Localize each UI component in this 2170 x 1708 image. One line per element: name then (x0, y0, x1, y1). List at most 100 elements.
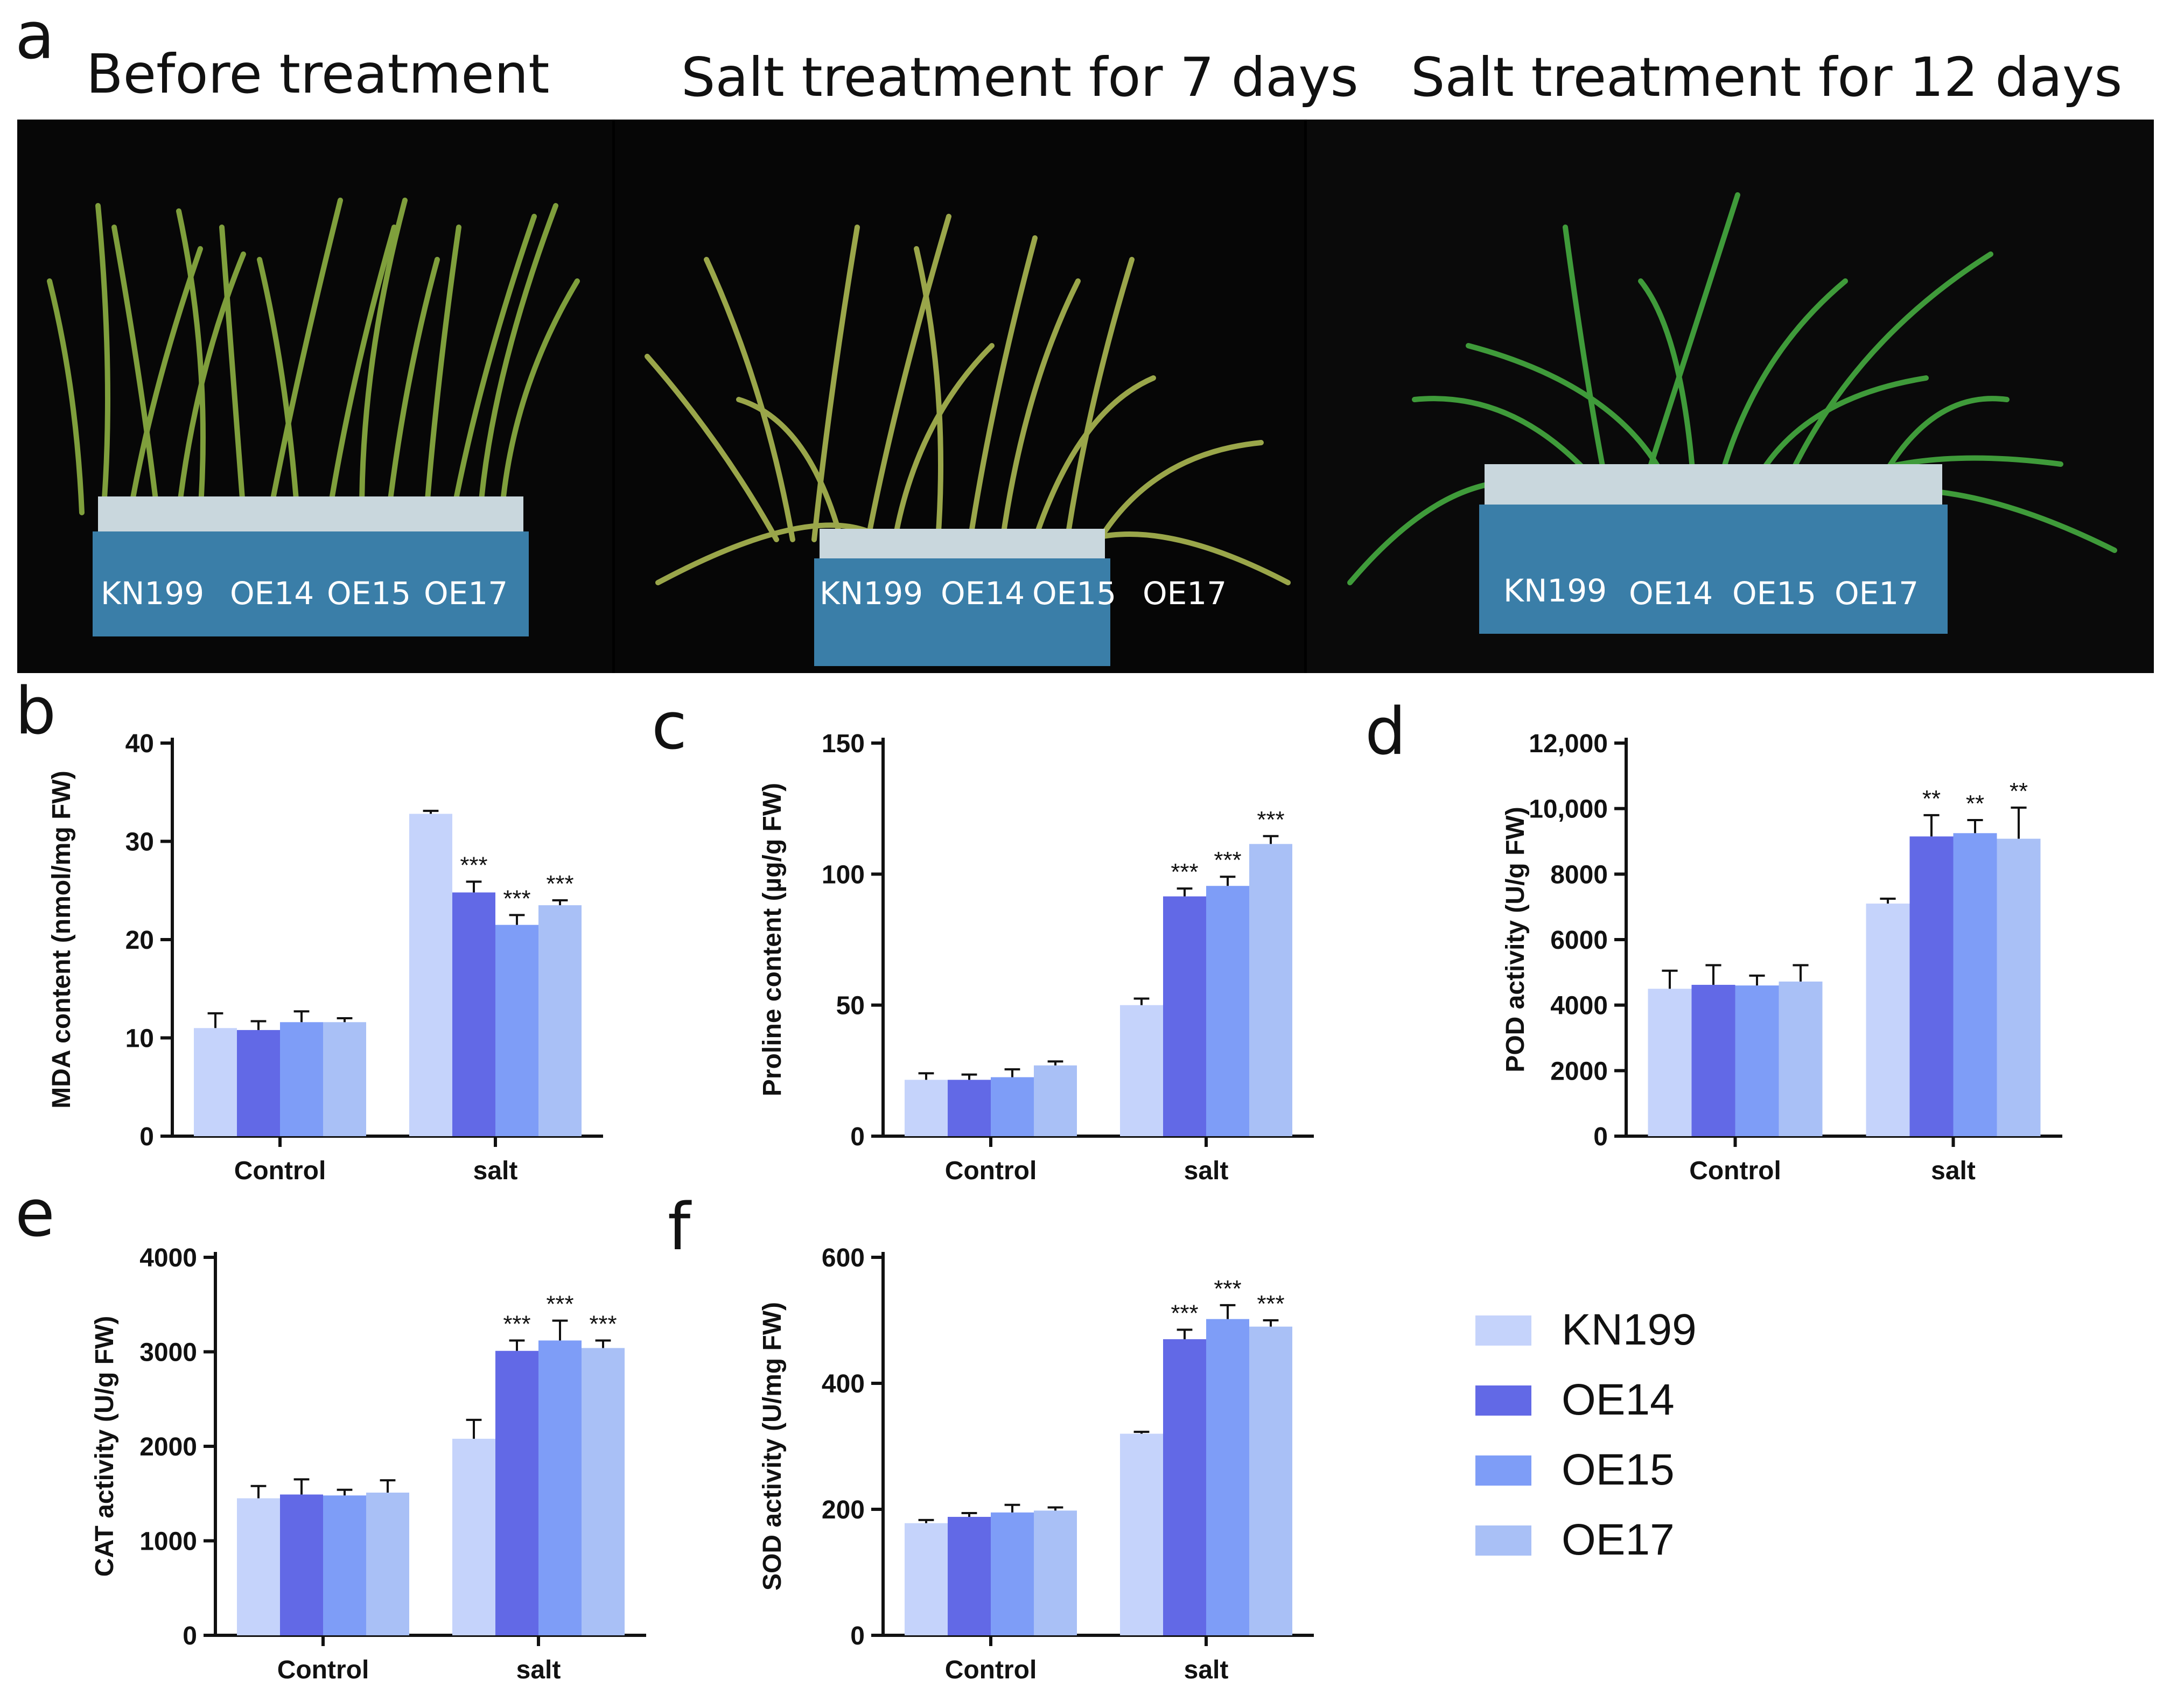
chart-e-oe17-salt-sig-label: *** (589, 1311, 617, 1337)
legend-swatch-oe14 (1475, 1385, 1531, 1416)
chart-b-oe14-control-bar (237, 1030, 280, 1136)
chart-c-xtick-label-salt: salt (1184, 1157, 1229, 1185)
panel-letter-b: b (15, 674, 57, 749)
photo-strip: KN199 OE14 OE15 OE17 KN199 OE14 (17, 120, 2154, 673)
chart-e-ytick-label-2: 2000 (139, 1433, 197, 1461)
chart-sod-svg: SOD activity (U/mg FW) 0 200 400 600 Control s… (758, 1244, 1314, 1684)
photo-2-label-kn199: KN199 (820, 575, 923, 612)
chart-f-xtick-label-control: Control (945, 1656, 1037, 1684)
chart-d-oe15-control-bar (1735, 985, 1779, 1136)
chart-e-oe17-salt-bar (582, 1348, 625, 1635)
legend-label-oe14: OE14 (1562, 1375, 1675, 1424)
chart-c-oe14-salt-sig-label: *** (1171, 859, 1198, 885)
photo-title-7-days: Salt treatment for 7 days (681, 46, 1359, 109)
chart-e-xtick-label-control: Control (277, 1656, 369, 1684)
chart-c-ytick-label-0: 0 (850, 1123, 865, 1151)
photo-1-label-oe14: OE14 (230, 575, 314, 612)
chart-c-oe14-control-bar (948, 1080, 991, 1136)
chart-c-ytick-label-3: 150 (822, 730, 865, 758)
chart-f-oe17-salt-bar (1249, 1326, 1292, 1635)
legend-swatch-oe15 (1475, 1455, 1531, 1486)
chart-b-ytick-label-4: 40 (125, 730, 154, 758)
chart-f-xtick-label-salt: salt (1184, 1656, 1229, 1684)
chart-b-ytick-label-3: 30 (125, 828, 154, 857)
chart-d-oe15-salt-bar (1953, 833, 1997, 1136)
chart-cat: CAT activity (U/g FW) 0 1000 2000 3000 4000 Co… (43, 1214, 657, 1705)
chart-f-ytick-label-2: 400 (822, 1370, 865, 1398)
chart-f-oe14-salt-sig-label: *** (1171, 1300, 1198, 1327)
chart-c-kn199-salt-bar (1120, 1005, 1163, 1136)
chart-e-ylabel: CAT activity (U/g FW) (90, 1316, 119, 1577)
photo-1-label-oe15: OE15 (327, 575, 411, 612)
chart-proline: Proline content (µg/g FW) 0 50 100 150 Contro… (711, 700, 1325, 1206)
chart-b-oe15-salt-bar (495, 925, 538, 1136)
photo-salt-12-days: KN199 OE14 OE15 OE17 (1307, 120, 2154, 673)
photo-2-label-oe15: OE15 (1032, 575, 1116, 612)
chart-c-oe14-salt-bar (1163, 896, 1206, 1136)
chart-f-ytick-label-1: 200 (822, 1496, 865, 1524)
panel-letter-d: d (1365, 695, 1406, 769)
chart-c-oe17-salt-sig-label: *** (1257, 807, 1284, 833)
chart-f-oe14-control-bar (948, 1517, 991, 1635)
chart-e-kn199-salt-bar (452, 1438, 495, 1635)
chart-c-ytick-label-1: 50 (836, 992, 865, 1020)
chart-f-oe14-salt-bar (1163, 1339, 1206, 1635)
chart-c-oe15-salt-sig-label: *** (1214, 847, 1241, 873)
legend-label-oe15: OE15 (1562, 1445, 1675, 1494)
photo-3-label-kn199: KN199 (1503, 572, 1607, 609)
legend-label-kn199: KN199 (1562, 1305, 1697, 1354)
chart-f-oe15-salt-bar (1206, 1319, 1249, 1635)
chart-e-oe14-salt-bar (495, 1350, 538, 1635)
chart-e-oe15-salt-bar (538, 1340, 582, 1635)
chart-b-oe14-salt-bar (452, 892, 495, 1136)
chart-b-ytick-label-2: 20 (125, 926, 154, 955)
chart-c-oe15-salt-bar (1206, 886, 1249, 1136)
photo-salt-7-days: KN199 OE14 OE15 OE17 (615, 120, 1304, 673)
photo-3-label-oe14: OE14 (1629, 575, 1713, 612)
chart-c-xtick-label-control: Control (945, 1157, 1037, 1185)
chart-d-xtick-label-control: Control (1689, 1157, 1781, 1185)
chart-e-oe14-control-bar (280, 1494, 323, 1635)
photo-1-label-oe17: OE17 (424, 575, 508, 612)
chart-d-ytick-label-0: 0 (1593, 1123, 1608, 1151)
chart-b-oe17-salt-sig-label: *** (546, 871, 573, 897)
chart-f-ytick-label-0: 0 (850, 1622, 865, 1650)
chart-f-ylabel: SOD activity (U/mg FW) (758, 1302, 787, 1591)
legend-swatch-kn199 (1475, 1315, 1531, 1346)
chart-mda: MDA content (nmol/mg FW) 0 10 20 30 40 Control… (0, 700, 614, 1206)
chart-d-ytick-label-3: 6000 (1550, 926, 1608, 955)
chart-b-oe17-control-bar (323, 1022, 366, 1136)
chart-d-ytick-label-5: 10,000 (1529, 795, 1608, 824)
photo-title-12-days: Salt treatment for 12 days (1411, 46, 2123, 109)
chart-c-oe17-control-bar (1034, 1065, 1077, 1136)
chart-pod-svg: POD activity (U/g FW) 0 2000 4000 6000 8000 10… (1501, 730, 2062, 1185)
chart-f-kn199-control-bar (905, 1523, 948, 1635)
chart-e-oe15-control-bar (323, 1495, 366, 1635)
chart-e-kn199-control-bar (237, 1498, 280, 1635)
chart-b-ylabel: MDA content (nmol/mg FW) (47, 771, 76, 1108)
photo-1-label-kn199: KN199 (101, 575, 204, 612)
chart-c-oe17-salt-bar (1249, 844, 1292, 1136)
photo-title-before: Before treatment (86, 43, 550, 106)
chart-d-ytick-label-2: 4000 (1550, 992, 1608, 1020)
chart-f-oe17-control-bar (1034, 1510, 1077, 1635)
legend-label-oe17: OE17 (1562, 1515, 1675, 1564)
chart-d-xtick-label-salt: salt (1931, 1157, 1976, 1185)
photo-2-label-oe14: OE14 (941, 575, 1025, 612)
chart-d-oe17-salt-sig-label: ** (2010, 778, 2028, 804)
chart-e-xtick-label-salt: salt (516, 1656, 561, 1684)
photo-before-svg: KN199 OE14 OE15 OE17 (17, 120, 612, 673)
chart-sod: SOD activity (U/mg FW) 0 200 400 600 Control s… (711, 1214, 1325, 1705)
chart-proline-svg: Proline content (µg/g FW) 0 50 100 150 Contro… (758, 730, 1314, 1185)
panel-letter-c: c (652, 689, 687, 764)
chart-c-kn199-control-bar (905, 1080, 948, 1136)
photo-2-label-oe17: OE17 (1143, 575, 1227, 612)
chart-e-oe17-control-bar (366, 1492, 409, 1635)
chart-e-ytick-label-1: 1000 (139, 1528, 197, 1556)
chart-e-oe14-salt-sig-label: *** (503, 1311, 530, 1337)
chart-f-kn199-salt-bar (1120, 1433, 1163, 1635)
chart-b-ytick-label-1: 10 (125, 1025, 154, 1053)
photo-3-label-oe17: OE17 (1835, 575, 1919, 612)
chart-d-kn199-salt-bar (1866, 904, 1910, 1136)
